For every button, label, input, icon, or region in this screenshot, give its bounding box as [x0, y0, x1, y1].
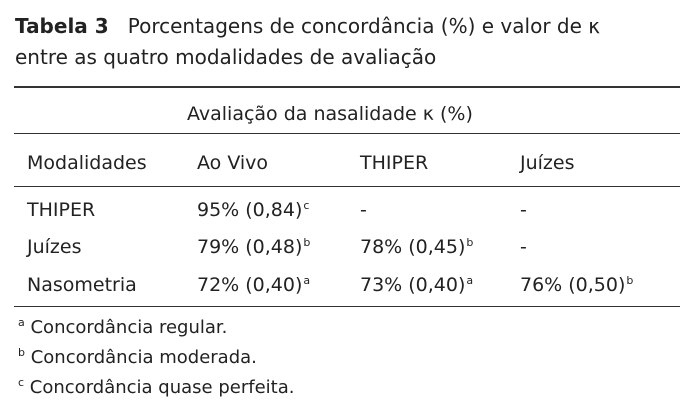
caption-text: Porcentagens de concordância (%) e valor…: [127, 14, 601, 38]
rule: [14, 86, 680, 88]
cell: Nasometria: [27, 274, 137, 296]
column-header: Juízes: [520, 152, 575, 174]
column-header: Ao Vivo: [197, 152, 269, 174]
rule: [14, 306, 680, 307]
superscript: c: [303, 199, 310, 212]
cell-text: 79% (0,48): [197, 236, 303, 258]
superscript: b: [466, 236, 474, 249]
caption-text: entre as quatro modalidades de avaliação: [15, 45, 437, 69]
cell-text: 95% (0,84): [197, 199, 303, 221]
cell: -: [520, 236, 527, 258]
footnote-mark: b: [18, 346, 25, 359]
cell: THIPER: [27, 199, 95, 221]
cell-text: -: [520, 199, 527, 221]
cell-text: THIPER: [27, 199, 96, 221]
footnote: c Concordância quase perfeita.: [17, 376, 294, 398]
cell: 95% (0,84)c: [197, 199, 309, 221]
column-header: THIPER: [360, 152, 429, 174]
cell-text: 73% (0,40): [360, 274, 466, 296]
footnote-text: Concordância moderada.: [30, 347, 257, 368]
rule: [14, 133, 680, 134]
cell: -: [360, 199, 367, 221]
cell-text: 78% (0,45): [360, 236, 466, 258]
cell-text: -: [520, 236, 527, 258]
cell: 78% (0,45)b: [360, 236, 473, 258]
superscript: b: [626, 274, 634, 287]
footnote: a Concordância regular.: [17, 316, 227, 338]
superscript: a: [303, 274, 311, 287]
rule: [14, 186, 680, 187]
superscript: a: [466, 274, 474, 287]
superscript: b: [303, 236, 311, 249]
column-header: Modalidades: [27, 152, 147, 174]
cell-text: -: [360, 199, 367, 221]
footnote-text: Concordância quase perfeita.: [29, 377, 295, 398]
caption-label: Tabela 3: [15, 14, 109, 38]
cell: 72% (0,40)a: [197, 274, 310, 296]
cell-text: 76% (0,50): [520, 274, 626, 296]
cell: -: [520, 199, 527, 221]
footnote: b Concordância moderada.: [17, 346, 257, 368]
cell: 76% (0,50)b: [520, 274, 633, 296]
footnote-text: Concordância regular.: [30, 317, 228, 338]
cell: Juízes: [27, 236, 82, 258]
cell-text: Juízes: [27, 236, 82, 258]
cell-text: 72% (0,40): [197, 274, 303, 296]
caption-line: Tabela 3 Porcentagens de concordância (%…: [15, 14, 600, 38]
cell: 79% (0,48)b: [197, 236, 310, 258]
footnote-mark: c: [18, 376, 25, 389]
cell-text: Nasometria: [27, 274, 137, 296]
footnote-mark: a: [18, 316, 25, 329]
cell: 73% (0,40)a: [360, 274, 473, 296]
group-header: Avaliação da nasalidade κ (%): [187, 103, 473, 125]
